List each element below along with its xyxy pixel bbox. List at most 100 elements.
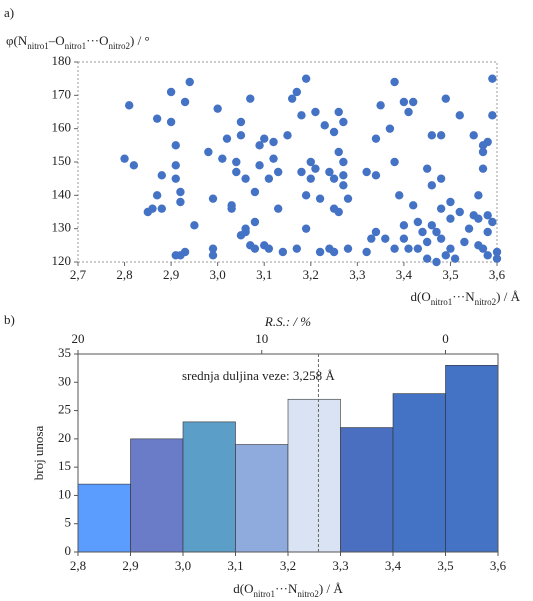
point: [227, 204, 236, 213]
point: [427, 221, 437, 230]
point: [208, 194, 218, 203]
point: [432, 257, 441, 267]
point: [371, 171, 381, 180]
point: [325, 167, 334, 177]
point: [152, 114, 162, 123]
point: [250, 187, 260, 197]
x-tick-label: 3,3: [349, 267, 365, 282]
point: [488, 74, 497, 83]
y-tick-label: 15: [58, 458, 71, 473]
x-tick-label: 3,1: [227, 558, 243, 573]
point: [390, 157, 399, 167]
y-axis-label-part: –O: [48, 33, 65, 48]
x-axis-label-part: ) / Å: [496, 289, 520, 304]
point: [157, 204, 166, 213]
point: [446, 244, 455, 253]
point: [483, 251, 492, 260]
bar: [392, 393, 446, 553]
y-axis-label-part: nitro1: [65, 41, 87, 51]
point: [478, 164, 488, 173]
point: [488, 111, 497, 120]
point: [422, 164, 432, 173]
point: [269, 154, 278, 163]
point: [436, 204, 446, 213]
point: [432, 227, 441, 237]
x-tick-label: 3,6: [490, 558, 507, 573]
bar: [287, 398, 341, 553]
bar: [130, 438, 184, 553]
point: [306, 174, 315, 183]
x-axis-label-part: nitro2: [297, 589, 319, 599]
y-tick-label: 150: [52, 153, 72, 168]
x-tick-label: 3,5: [442, 267, 458, 282]
point: [255, 141, 264, 150]
x-axis-label-part: d(O: [233, 581, 253, 596]
point: [255, 161, 264, 170]
point: [343, 194, 353, 203]
point: [157, 171, 166, 180]
point: [464, 224, 474, 233]
x-axis-label-part: ···N: [275, 581, 298, 596]
x2-tick-label: 0: [442, 331, 449, 346]
point: [455, 111, 464, 120]
point: [315, 194, 325, 203]
point: [311, 164, 320, 173]
x-axis-label-part: d(O: [411, 289, 431, 304]
x-tick-label: 3,0: [175, 558, 191, 573]
point: [166, 87, 176, 97]
bar: [77, 483, 131, 553]
point: [315, 247, 325, 257]
bar: [235, 444, 289, 553]
point: [390, 244, 399, 253]
point: [409, 97, 418, 107]
point: [339, 157, 348, 167]
y-tick-label: 170: [52, 86, 72, 101]
point: [180, 247, 190, 257]
point: [399, 234, 409, 243]
point: [152, 191, 162, 200]
point: [301, 74, 311, 83]
x-axis-label: d(Onitro1···Nnitro2) / Å: [233, 581, 343, 599]
point: [427, 181, 437, 190]
point: [176, 197, 185, 207]
point: [213, 104, 222, 113]
point: [297, 167, 306, 177]
y-axis-label: φ(Nnitro1–Onitro1···Onitro2) / °: [6, 33, 150, 51]
point: [418, 227, 427, 237]
point: [278, 247, 288, 257]
x-tick-label: 2,9: [163, 267, 179, 282]
x-tick-label: 3,2: [303, 267, 319, 282]
x-tick-label: 3,2: [280, 558, 296, 573]
point: [176, 187, 185, 197]
point: [246, 94, 255, 103]
point: [385, 124, 395, 133]
x-tick-label: 3,1: [256, 267, 272, 282]
y-tick-label: 30: [58, 373, 71, 388]
x-tick-label: 3,6: [489, 267, 506, 282]
x-tick-label: 3,3: [332, 558, 348, 573]
point: [171, 141, 180, 150]
point: [232, 157, 241, 167]
y-tick-label: 0: [65, 543, 72, 558]
point: [404, 244, 413, 253]
point: [492, 247, 502, 257]
point: [329, 127, 339, 137]
point: [469, 131, 478, 140]
point: [301, 191, 311, 200]
point: [446, 197, 455, 207]
x2-tick-label: 10: [255, 331, 268, 346]
x-tick-label: 3,4: [385, 558, 402, 573]
point: [381, 234, 390, 243]
point: [483, 211, 492, 220]
point: [329, 174, 339, 183]
point: [148, 204, 157, 213]
x-axis-label: d(Onitro1···Nnitro2) / Å: [411, 289, 521, 307]
point: [185, 77, 194, 87]
y-tick-label: 35: [58, 345, 71, 360]
point: [292, 87, 302, 97]
point: [436, 131, 446, 140]
y-tick-label: 180: [52, 53, 72, 68]
point: [218, 154, 227, 163]
y-axis-label-part: ) / °: [130, 33, 150, 48]
